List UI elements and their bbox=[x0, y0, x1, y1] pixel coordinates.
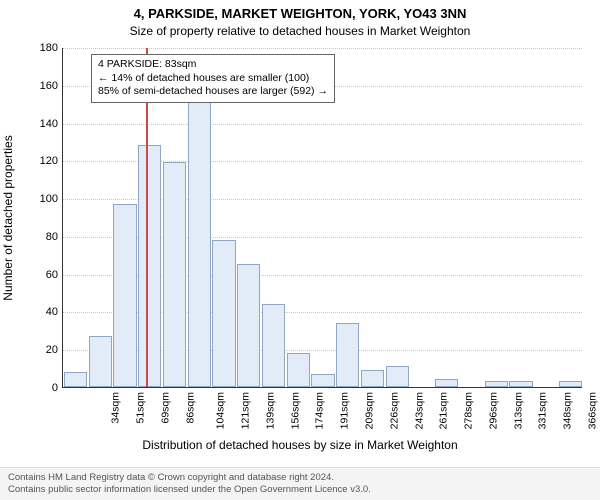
histogram-bar bbox=[287, 353, 310, 387]
x-tick-label: 331sqm bbox=[537, 392, 549, 429]
histogram-bar bbox=[361, 370, 384, 387]
histogram-bar bbox=[237, 264, 260, 387]
chart-container: 4, PARKSIDE, MARKET WEIGHTON, YORK, YO43… bbox=[0, 0, 600, 500]
x-tick-label: 278sqm bbox=[462, 392, 474, 429]
y-tick-label: 20 bbox=[28, 344, 58, 356]
histogram-bar bbox=[509, 381, 532, 387]
property-annotation-box: 4 PARKSIDE: 83sqm ← 14% of detached hous… bbox=[91, 54, 335, 103]
plot-area: 4 PARKSIDE: 83sqm ← 14% of detached hous… bbox=[62, 48, 582, 388]
x-tick-label: 243sqm bbox=[413, 392, 425, 429]
histogram-bar bbox=[336, 323, 359, 387]
histogram-bar bbox=[311, 374, 334, 387]
y-tick-label: 0 bbox=[28, 382, 58, 394]
y-tick-label: 120 bbox=[28, 155, 58, 167]
histogram-bar bbox=[212, 240, 235, 387]
histogram-bar bbox=[435, 379, 458, 387]
histogram-bar bbox=[188, 100, 211, 387]
x-tick-label: 209sqm bbox=[363, 392, 375, 429]
annotation-line-property: 4 PARKSIDE: 83sqm bbox=[98, 58, 328, 72]
x-tick-label: 174sqm bbox=[314, 392, 326, 429]
histogram-bar bbox=[163, 162, 186, 387]
x-tick-label: 51sqm bbox=[135, 392, 147, 424]
y-tick-label: 140 bbox=[28, 118, 58, 130]
x-tick-label: 86sqm bbox=[184, 392, 196, 424]
x-tick-label: 121sqm bbox=[240, 392, 252, 429]
y-axis-label: Number of detached properties bbox=[1, 135, 15, 300]
histogram-bar bbox=[138, 145, 161, 387]
histogram-bar bbox=[113, 204, 136, 387]
x-ticks: 34sqm 51sqm 69sqm 86sqm 104sqm 121sqm 139sqm 15… bbox=[62, 392, 582, 442]
annotation-line-larger: 85% of semi-detached houses are larger (… bbox=[98, 85, 328, 99]
histogram-bar bbox=[485, 381, 508, 387]
histogram-bar bbox=[386, 366, 409, 387]
x-tick-label: 226sqm bbox=[388, 392, 400, 429]
footer-line-2: Contains public sector information licen… bbox=[8, 484, 592, 496]
histogram-bar bbox=[89, 336, 112, 387]
x-axis-label: Distribution of detached houses by size … bbox=[0, 438, 600, 452]
histogram-bar bbox=[262, 304, 285, 387]
chart-title-address: 4, PARKSIDE, MARKET WEIGHTON, YORK, YO43… bbox=[0, 6, 600, 21]
gridline bbox=[63, 124, 582, 125]
histogram-bar bbox=[559, 381, 582, 387]
x-tick-label: 348sqm bbox=[561, 392, 573, 429]
histogram-bar bbox=[64, 372, 87, 387]
x-tick-label: 296sqm bbox=[487, 392, 499, 429]
y-tick-label: 40 bbox=[28, 306, 58, 318]
y-tick-label: 180 bbox=[28, 42, 58, 54]
x-tick-label: 139sqm bbox=[264, 392, 276, 429]
x-tick-label: 34sqm bbox=[110, 392, 122, 424]
x-tick-label: 69sqm bbox=[159, 392, 171, 424]
y-tick-label: 80 bbox=[28, 231, 58, 243]
footer-attribution: Contains HM Land Registry data © Crown c… bbox=[0, 467, 600, 500]
annotation-line-smaller: ← 14% of detached houses are smaller (10… bbox=[98, 72, 328, 86]
y-tick-label: 160 bbox=[28, 80, 58, 92]
gridline bbox=[63, 48, 582, 49]
x-tick-label: 366sqm bbox=[586, 392, 598, 429]
chart-subtitle: Size of property relative to detached ho… bbox=[0, 24, 600, 38]
x-tick-label: 261sqm bbox=[438, 392, 450, 429]
y-tick-label: 60 bbox=[28, 269, 58, 281]
x-tick-label: 191sqm bbox=[339, 392, 351, 429]
footer-line-1: Contains HM Land Registry data © Crown c… bbox=[8, 472, 592, 484]
y-tick-label: 100 bbox=[28, 193, 58, 205]
x-tick-label: 104sqm bbox=[215, 392, 227, 429]
x-tick-label: 156sqm bbox=[289, 392, 301, 429]
x-tick-label: 313sqm bbox=[512, 392, 524, 429]
